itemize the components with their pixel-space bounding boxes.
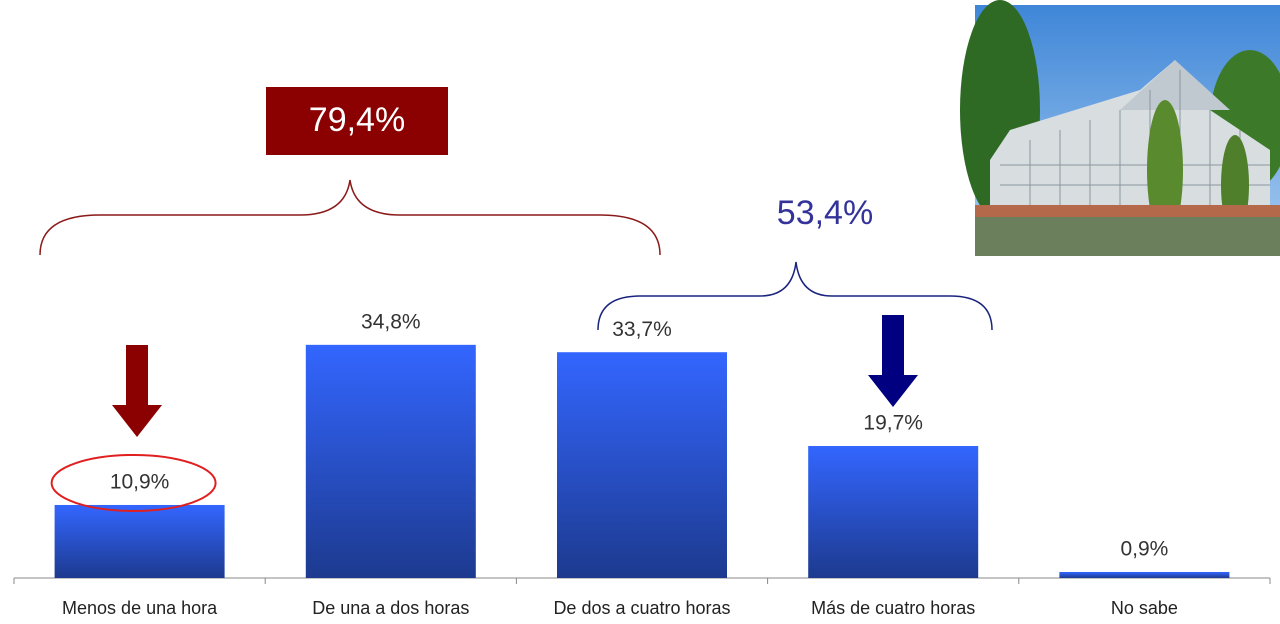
value-label: 33,7% [612, 318, 672, 341]
brace [597, 261, 993, 331]
bar [808, 446, 979, 578]
bar [557, 352, 727, 578]
bar [305, 344, 476, 578]
x-tick-label: De una a dos horas [312, 598, 469, 618]
value-label: 0,9% [1120, 538, 1168, 561]
bar [54, 504, 225, 578]
value-label: 10,9% [110, 471, 170, 494]
photo [960, 0, 1280, 256]
value-label: 19,7% [863, 412, 923, 435]
annotation: 53,4% [777, 194, 873, 232]
highlight-ellipse [50, 453, 217, 512]
annotation-box [266, 87, 448, 155]
x-tick-label: Más de cuatro horas [811, 598, 975, 618]
bar [1059, 571, 1230, 578]
x-tick-label: De dos a cuatro horas [553, 598, 730, 618]
brace [39, 179, 661, 256]
arrow [112, 345, 162, 437]
x-tick-label: Menos de una hora [62, 598, 218, 618]
x-tick-label: No sabe [1111, 598, 1178, 618]
arrow [868, 315, 918, 407]
value-label: 34,8% [361, 310, 421, 333]
annotation: 79,4% [309, 101, 405, 139]
